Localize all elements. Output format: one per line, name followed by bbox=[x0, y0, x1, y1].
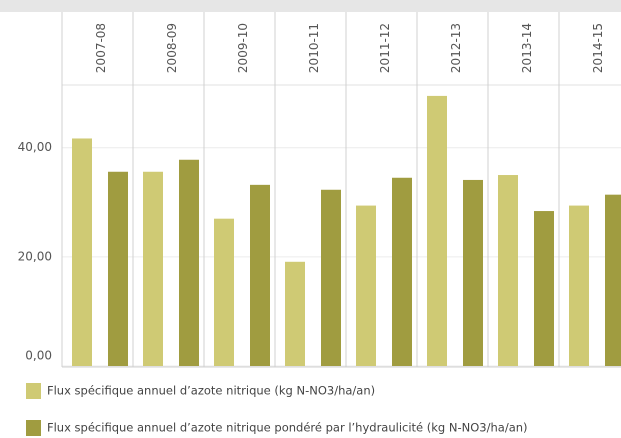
legend-label: Flux spécifique annuel d’azote nitrique … bbox=[47, 421, 528, 435]
bar bbox=[534, 211, 554, 366]
bar bbox=[179, 159, 199, 366]
bar bbox=[392, 177, 412, 366]
x-tick-label: 2014-15 bbox=[591, 23, 605, 73]
legend-label: Flux spécifique annuel d’azote nitrique … bbox=[47, 384, 375, 398]
bar bbox=[250, 184, 270, 366]
bar bbox=[498, 175, 518, 366]
y-tick-label: 20,00 bbox=[18, 249, 52, 263]
bar bbox=[463, 179, 483, 366]
bar bbox=[108, 171, 128, 366]
x-tick-label: 2013-14 bbox=[520, 23, 534, 73]
bar bbox=[214, 218, 234, 366]
y-tick-label: 40,00 bbox=[18, 140, 52, 154]
bar bbox=[321, 189, 341, 366]
x-tick-label: 2008-09 bbox=[165, 23, 179, 73]
y-tick-label: 0,00 bbox=[25, 349, 52, 363]
x-tick-label: 2011-12 bbox=[378, 23, 392, 73]
x-tick-label: 2012-13 bbox=[449, 23, 463, 73]
bar bbox=[569, 205, 589, 366]
legend-swatch bbox=[26, 420, 41, 436]
legend-swatch bbox=[26, 383, 41, 399]
bar bbox=[72, 138, 92, 366]
bar bbox=[427, 95, 447, 366]
bar bbox=[605, 194, 621, 366]
x-tick-label: 2009-10 bbox=[236, 23, 250, 73]
bar bbox=[285, 261, 305, 366]
bar bbox=[356, 205, 376, 366]
bar bbox=[143, 171, 163, 366]
top-bar bbox=[0, 0, 621, 12]
x-tick-label: 2010-11 bbox=[307, 23, 321, 73]
x-tick-label: 2007-08 bbox=[94, 23, 108, 73]
